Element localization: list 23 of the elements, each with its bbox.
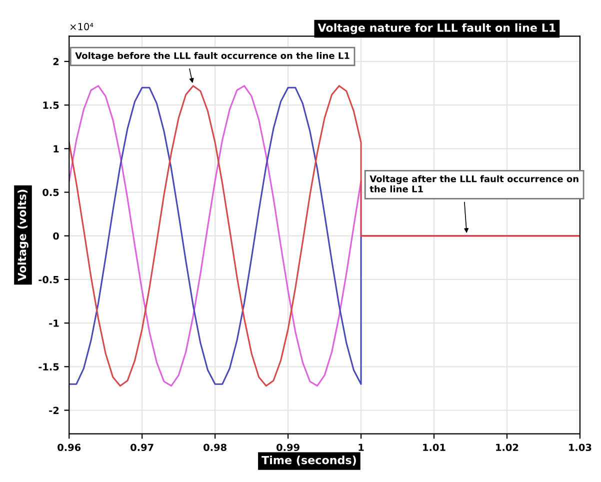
y-tick-label: -1.5 bbox=[38, 363, 59, 370]
text: ×10⁴ bbox=[70, 22, 94, 30]
chart-title: Voltage nature for LLL fault on line L1 bbox=[318, 23, 556, 34]
annotation: Voltage before the LLL fault occurrence on the line L1 bbox=[75, 52, 350, 61]
y-tick-label: 2 bbox=[53, 58, 59, 66]
x-tick-label: 0.97 bbox=[130, 444, 154, 452]
x-tick-label: 1.03 bbox=[569, 444, 592, 452]
y-tick-label: -0.5 bbox=[38, 276, 59, 284]
x-tick-label: 1.01 bbox=[423, 444, 446, 452]
y-tick-label: -2 bbox=[49, 406, 59, 414]
y-tick-label: 0.5 bbox=[42, 188, 59, 196]
y-tick-label: 1 bbox=[54, 145, 59, 152]
x-tick-label: 0.96 bbox=[58, 444, 81, 452]
y-tick-label: 1.5 bbox=[43, 102, 59, 109]
x-tick-label: 0.98 bbox=[204, 444, 226, 452]
x-tick-label: 1.02 bbox=[496, 444, 518, 452]
x-tick-label: 1 bbox=[358, 444, 364, 451]
x-axis-title: Time (seconds) bbox=[262, 456, 356, 466]
x-tick-label: 0.99 bbox=[276, 444, 300, 452]
annotation: Voltage after the LLL fault occurrence on the line L1 bbox=[370, 175, 578, 192]
y-axis-title: Voltage (volts) bbox=[18, 190, 28, 282]
y-tick-label: -1 bbox=[49, 320, 59, 327]
y-tick-label: 0 bbox=[53, 232, 59, 240]
